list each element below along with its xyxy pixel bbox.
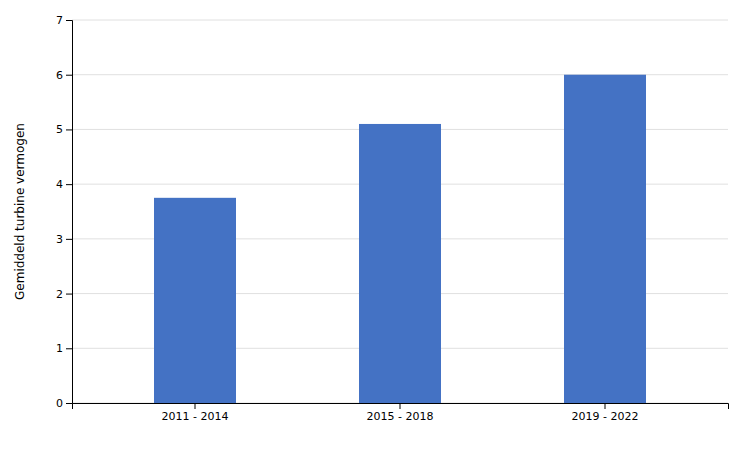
grid-line (72, 20, 728, 21)
y-axis-title: Gemiddeld turbine vermogen (13, 123, 27, 300)
x-tick: 2019 - 2022 (572, 403, 639, 423)
y-tick: 4 (56, 178, 72, 191)
grid (72, 20, 728, 403)
y-tick-label: 3 (56, 233, 63, 246)
y-tick: 3 (56, 233, 72, 246)
x-tick-label: 2015 - 2018 (367, 410, 434, 423)
y-tick-mark (66, 239, 72, 240)
y-tick: 7 (56, 14, 72, 27)
y-tick: 0 (56, 397, 72, 410)
chart-container: 0 1 2 3 4 5 6 7 2011 - 2014 2015 - 2018 2019 - 202… (0, 0, 752, 451)
y-tick-label: 2 (56, 288, 63, 301)
y-axis: 0 1 2 3 4 5 6 7 (56, 14, 73, 410)
y-tick-label: 1 (56, 342, 63, 355)
bars (154, 75, 646, 403)
x-tick-label: 2011 - 2014 (162, 410, 229, 423)
x-tick: 2015 - 2018 (367, 403, 434, 423)
y-tick: 5 (56, 123, 72, 136)
y-tick-mark (66, 75, 72, 76)
plot: 0 1 2 3 4 5 6 7 2011 - 2014 2015 - 2018 2019 - 202… (56, 14, 729, 423)
y-axis-line (66, 21, 73, 404)
bar (564, 75, 646, 403)
y-tick-mark (66, 348, 72, 349)
chart-svg: 0 1 2 3 4 5 6 7 2011 - 2014 2015 - 2018 2019 - 202… (0, 0, 752, 451)
bar (359, 124, 441, 403)
bar (154, 198, 236, 403)
y-tick: 6 (56, 69, 72, 82)
x-tick-mark (400, 403, 401, 409)
x-tick-label: 2019 - 2022 (572, 410, 639, 423)
y-tick-mark (66, 129, 72, 130)
x-tick: 2011 - 2014 (162, 403, 229, 423)
y-tick: 1 (56, 342, 72, 355)
y-tick-label: 7 (56, 14, 63, 27)
x-tick-mark (605, 403, 606, 409)
y-tick-mark (66, 294, 72, 295)
y-tick-label: 5 (56, 123, 63, 136)
y-tick-label: 4 (56, 178, 63, 191)
y-tick: 2 (56, 288, 72, 301)
y-tick-mark (66, 403, 72, 404)
x-tick-mark (195, 403, 196, 409)
y-tick-label: 0 (56, 397, 63, 410)
y-tick-mark (66, 20, 72, 21)
x-axis: 2011 - 2014 2015 - 2018 2019 - 2022 (73, 403, 729, 423)
x-axis-line (73, 404, 729, 410)
y-tick-mark (66, 184, 72, 185)
y-tick-label: 6 (56, 69, 63, 82)
